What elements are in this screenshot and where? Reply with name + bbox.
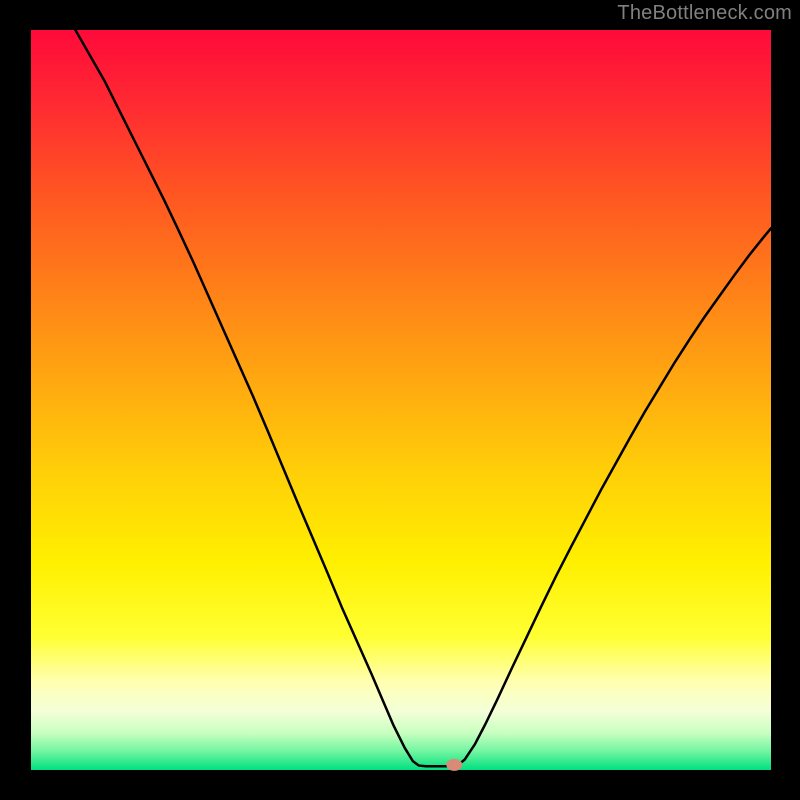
- optimal-point-marker: [446, 759, 462, 771]
- bottleneck-chart: [0, 0, 800, 800]
- watermark-text: TheBottleneck.com: [617, 2, 792, 25]
- chart-background-gradient: [31, 30, 771, 770]
- chart-frame: { "watermark": { "text": "TheBottleneck.…: [0, 0, 800, 800]
